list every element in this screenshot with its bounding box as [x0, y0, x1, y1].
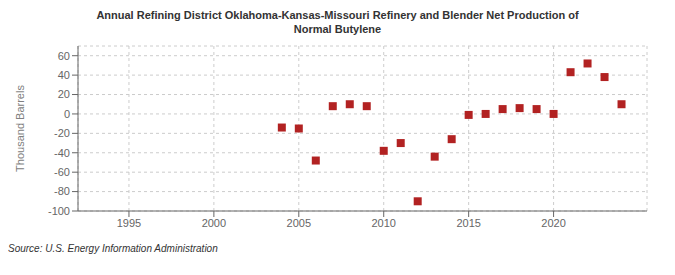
- svg-text:2005: 2005: [287, 217, 311, 229]
- svg-text:20: 20: [58, 88, 70, 100]
- html-text:Normal Butylene: Normal Butylene: [293, 23, 382, 35]
- svg-text:-40: -40: [54, 147, 70, 159]
- svg-text:40: 40: [58, 69, 70, 81]
- svg-text:-100: -100: [48, 205, 70, 217]
- html-text:Annual Refining District Oklah: Annual Refining District Oklahoma-Kansas…: [96, 9, 579, 21]
- svg-text:-20: -20: [54, 127, 70, 139]
- svg-text:2020: 2020: [541, 217, 565, 229]
- svg-text:2015: 2015: [456, 217, 480, 229]
- svg-text:2000: 2000: [202, 217, 226, 229]
- svg-text:Thousand Barrels: Thousand Barrels: [14, 85, 26, 172]
- html-text:Source: U.S. Energy Informatio: Source: U.S. Energy Information Administ…: [8, 243, 218, 254]
- svg-text:-60: -60: [54, 166, 70, 178]
- svg-text:1995: 1995: [117, 217, 141, 229]
- svg-text:0: 0: [64, 108, 70, 120]
- svg-text:2010: 2010: [371, 217, 395, 229]
- svg-text:60: 60: [58, 50, 70, 62]
- svg-text:-80: -80: [54, 185, 70, 197]
